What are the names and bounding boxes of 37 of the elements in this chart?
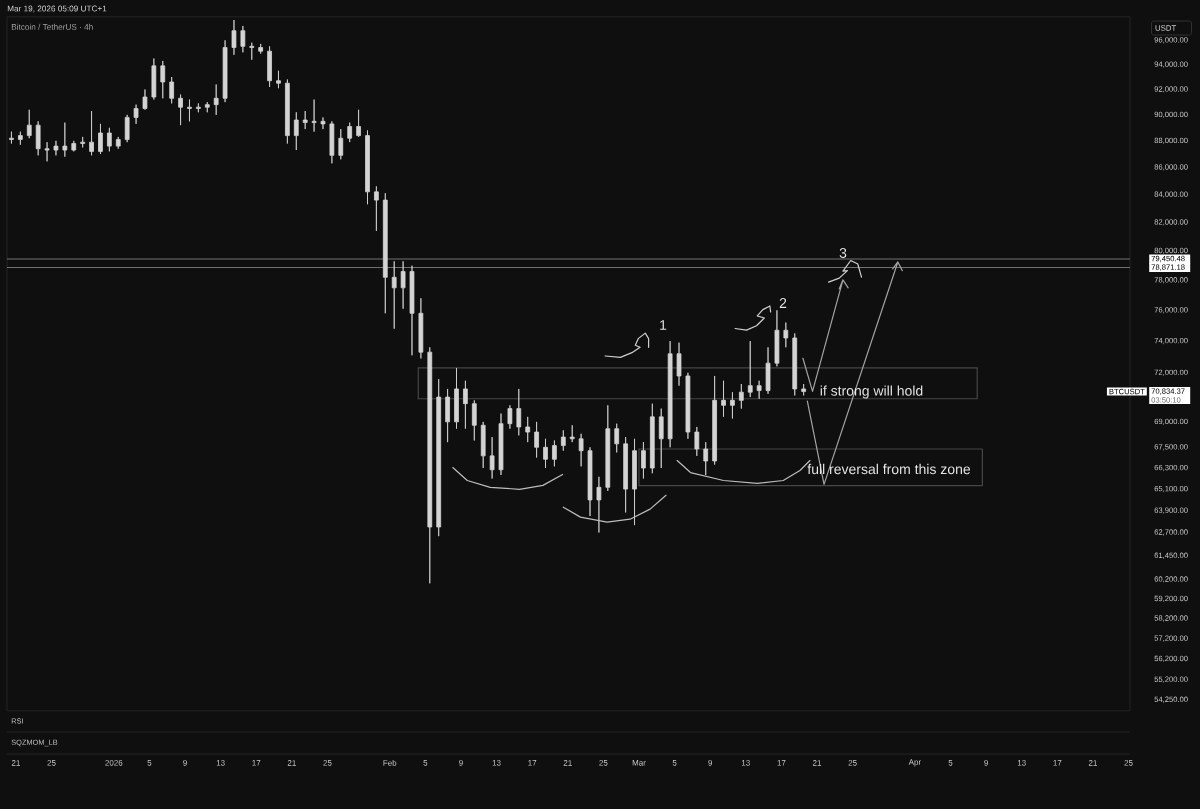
text: Mar 19, 2026 05:09 UTC+1 bbox=[7, 5, 107, 13]
annotation: 3 bbox=[839, 248, 847, 258]
x-tick-label: 25 bbox=[323, 760, 332, 766]
x-tick-label: 17 bbox=[1053, 760, 1062, 766]
x-tick-label: 17 bbox=[528, 760, 537, 766]
x-tick-label: 13 bbox=[1017, 760, 1026, 766]
x-tick-label: 25 bbox=[1124, 760, 1133, 766]
x-tick-label: 13 bbox=[741, 760, 750, 766]
x-tick-label: Apr bbox=[908, 759, 921, 767]
x-tick-label: 17 bbox=[777, 760, 786, 766]
annotation: full reversal from this zone bbox=[807, 463, 971, 475]
x-tick-label: 21 bbox=[1088, 760, 1097, 766]
x-tick-label: 5 bbox=[672, 760, 677, 766]
x-tick-label: Feb bbox=[383, 759, 397, 766]
x-tick-label: 21 bbox=[287, 760, 296, 766]
x-tick-label: 25 bbox=[848, 760, 857, 766]
x-tick-label: 5 bbox=[948, 760, 953, 766]
annotation: 1 bbox=[660, 320, 667, 330]
x-tick-label: 13 bbox=[492, 760, 501, 766]
x-tick-label: 9 bbox=[984, 760, 988, 766]
x-tick-label: 9 bbox=[708, 760, 713, 766]
annotation: 2 bbox=[779, 298, 787, 308]
x-tick-label: 25 bbox=[47, 760, 56, 766]
x-tick-label: 17 bbox=[252, 760, 261, 766]
x-tick-label: Mar bbox=[632, 760, 646, 766]
x-tick-label: 21 bbox=[11, 760, 20, 766]
x-tick-label: 13 bbox=[216, 760, 225, 766]
x-tick-label: 25 bbox=[599, 760, 608, 766]
x-tick-label: 2026 bbox=[105, 760, 123, 766]
x-tick-label: 9 bbox=[183, 760, 187, 766]
annotation: if strong will hold bbox=[820, 385, 923, 399]
x-tick-label: 21 bbox=[812, 760, 822, 766]
x-tick-label: 21 bbox=[563, 760, 572, 766]
x-tick-label: 5 bbox=[147, 760, 152, 766]
x-tick-label: 5 bbox=[423, 760, 428, 766]
text: Bitcoin / TetherUS · 4h bbox=[11, 23, 93, 30]
x-tick-label: 9 bbox=[459, 760, 463, 766]
